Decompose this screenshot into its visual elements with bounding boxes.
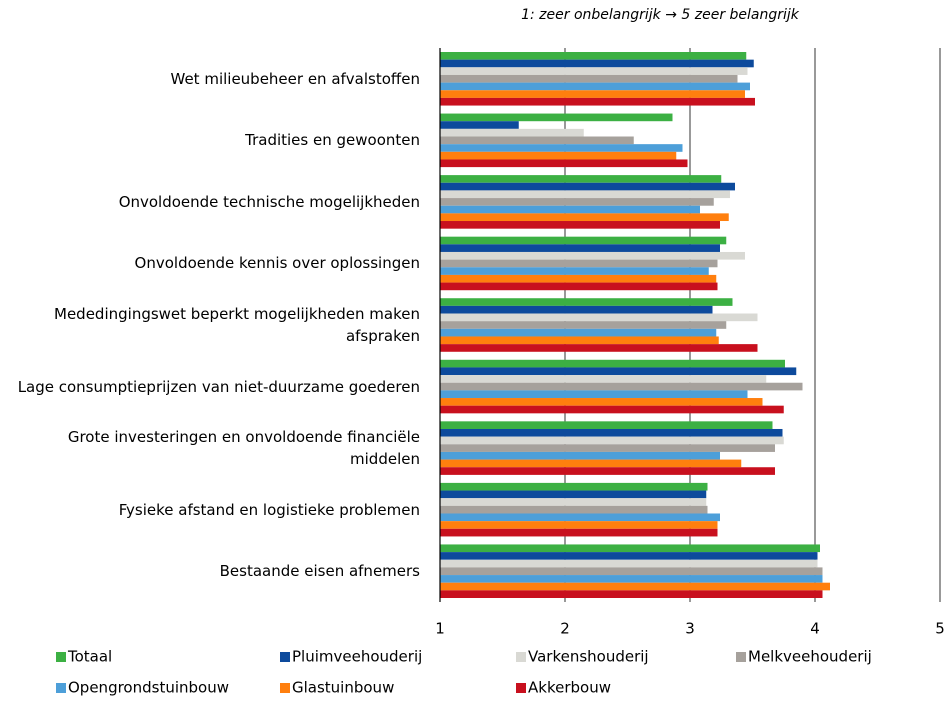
bar [440,444,775,452]
bar [440,498,707,506]
bar [440,513,720,522]
bar [440,359,785,368]
bar [440,59,754,68]
legend-swatch [736,652,746,662]
bar [440,282,718,291]
bar [440,251,745,260]
legend-label: Pluimveehouderij [292,648,422,666]
legend-swatch [56,652,66,662]
bar [440,552,818,560]
legend-swatch [56,683,66,693]
legend-label: Totaal [67,648,112,666]
category-label: Lage consumptieprijzen van niet-duurzame… [17,377,420,396]
category-label: Mededingingswet beperkt mogelijkheden ma… [54,305,420,345]
legend-swatch [280,683,290,693]
legend-label: Melkveehouderij [748,648,872,666]
bar [440,175,722,183]
bar [440,582,830,591]
legend-label: Opengrondstuinbouw [68,679,229,697]
bar [440,221,720,229]
bar [440,205,700,214]
x-tick-label: 2 [560,620,570,638]
bar [440,159,688,168]
category-label: Grote investeringen en onvoldoende finan… [67,428,420,469]
legend-label: Akkerbouw [528,679,611,697]
bar [440,267,709,275]
bar [440,121,519,129]
bar [440,451,720,460]
bar [440,113,673,122]
bar [440,298,733,306]
category-label: Bestaande eisen afnemers [219,562,420,581]
bar [440,490,707,499]
bar [440,344,758,352]
category-label: Onvoldoende kennis over oplossingen [134,254,420,273]
bar [440,421,773,429]
bar [440,482,708,491]
bar [440,367,797,376]
bar [440,236,727,245]
bar [440,82,750,91]
bar [440,90,745,98]
x-tick-label: 4 [810,620,820,638]
bar [440,567,823,576]
bar [440,67,748,75]
bar [440,305,713,314]
bar [440,244,720,252]
category-label: Onvoldoende technische mogelijkheden [118,192,420,211]
bar [440,590,823,598]
bar [440,575,823,583]
bar [440,505,708,514]
bar [440,321,727,329]
category-label: Tradities en gewoonten [245,131,420,150]
bar [440,375,767,383]
bar [440,151,677,160]
category-label: Wet milieubeheer en afvalstoffen [170,69,421,88]
bar [440,97,755,106]
bar [440,528,718,537]
category-label: Fysieke afstand en logistieke problemen [118,500,420,519]
legend-swatch [516,652,526,662]
bar [440,74,738,83]
bar [440,390,748,399]
bar [440,182,735,191]
bar [440,405,784,414]
bar [440,328,717,337]
legend-label: Glastuinbouw [292,679,394,697]
bar [440,128,584,137]
bar [440,313,758,322]
bar [440,259,718,268]
bar [440,144,683,152]
bar [440,459,742,468]
bar [440,544,820,553]
bar [440,559,818,568]
bar [440,213,729,222]
bar [440,136,634,145]
bar [440,521,718,529]
x-tick-label: 3 [685,620,695,638]
bar [440,398,763,406]
bar [440,274,717,283]
bar [440,336,719,345]
bar [440,428,783,437]
legend-swatch [516,683,526,693]
bar [440,52,747,60]
subtitle: 1: zeer onbelangrijk → 5 zeer belangrijk [521,7,800,23]
bar [440,382,803,391]
legend-label: Varkenshouderij [528,648,649,666]
bar [440,198,714,206]
x-tick-label: 5 [935,620,945,638]
x-tick-label: 1 [435,620,445,638]
bar [440,436,784,445]
bar [440,467,775,475]
legend-swatch [280,652,290,662]
bar [440,190,730,199]
